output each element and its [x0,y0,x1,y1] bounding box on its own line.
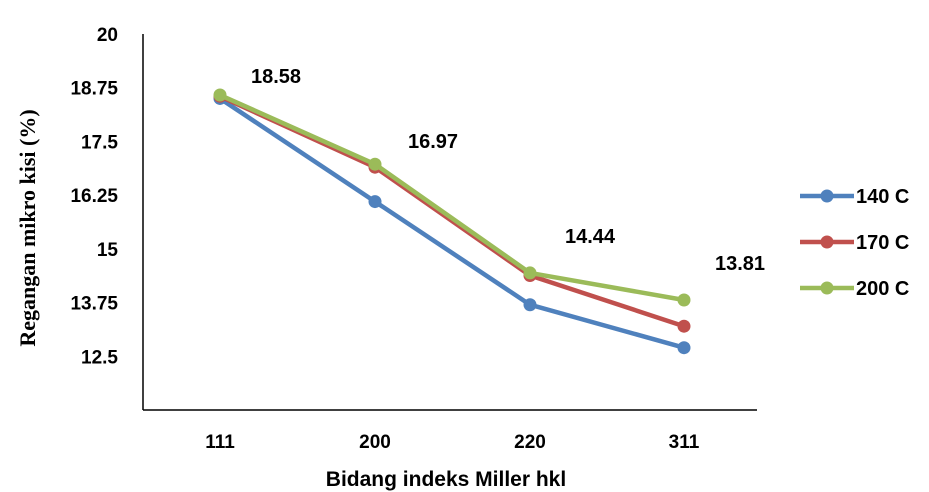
legend-item: 140 C [800,186,909,208]
series-200-c [213,88,691,307]
y-tick-label: 17.5 [81,132,118,153]
data-point [677,341,691,355]
y-tick-label: 13.75 [70,294,118,315]
series-lines [213,88,691,355]
y-tick-label: 16.25 [70,186,118,207]
legend-item: 170 C [800,232,909,254]
legend: 140 C 170 C 200 C [800,186,909,300]
legend-item: 200 C [800,278,909,300]
data-point [523,266,537,280]
legend-label: 200 C [856,278,909,300]
legend-swatch-marker [820,235,834,249]
data-point [677,319,691,333]
data-point [368,157,382,171]
data-label: 14.44 [565,226,616,248]
data-label: 16.97 [408,131,458,153]
y-tick-labels: 20 18.75 17.5 16.25 15 13.75 12.5 [70,25,118,368]
series-line [219,92,685,303]
legend-label: 140 C [856,186,909,208]
axes [142,34,757,411]
y-tick-label: 20 [97,25,118,46]
x-tick-label: 111 [205,432,235,453]
y-axis-title: Regangan mikro kisi (%) [15,109,40,346]
data-point [523,298,537,312]
y-tick-label: 12.5 [81,347,118,368]
data-labels: 18.58 16.97 14.44 13.81 [251,66,765,275]
x-tick-label: 220 [514,432,546,453]
x-axis-title: Bidang indeks Miller hkl [326,468,566,491]
data-point [213,88,227,102]
x-tick-labels: 111 200 220 311 [205,432,700,453]
series-line [218,96,685,350]
y-tick-label: 18.75 [70,79,118,100]
y-tick-label: 15 [97,240,119,261]
x-tick-label: 200 [359,432,391,453]
data-label: 18.58 [251,66,301,88]
legend-label: 170 C [856,232,909,254]
data-point [368,195,382,209]
x-tick-label: 311 [669,432,700,453]
data-label: 13.81 [715,253,765,275]
data-point [677,293,691,307]
legend-swatch-marker [820,281,834,295]
legend-swatch-marker [820,189,834,203]
